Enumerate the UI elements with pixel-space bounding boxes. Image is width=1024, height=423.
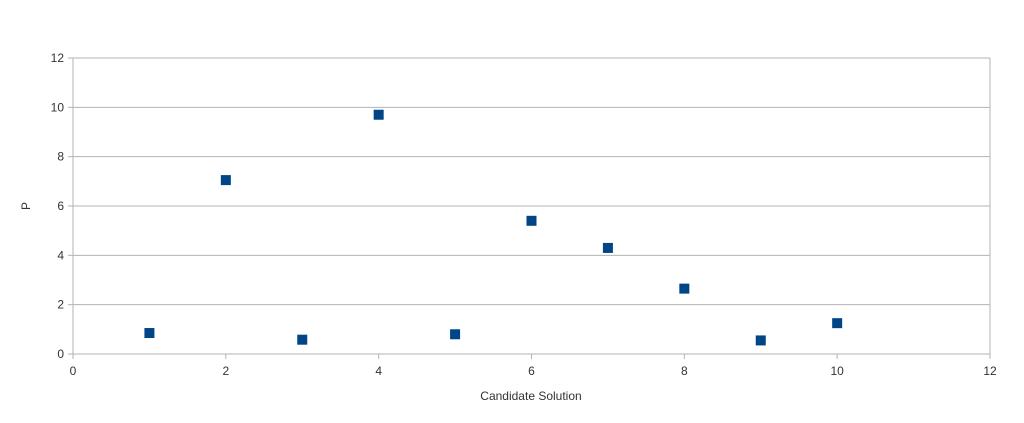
y-tick-label: 6 <box>57 199 64 213</box>
x-tick-label: 10 <box>830 364 844 378</box>
data-point <box>755 335 766 346</box>
y-tick-label: 8 <box>57 150 64 164</box>
data-point <box>602 242 613 253</box>
data-point <box>679 283 690 294</box>
x-tick-label: 4 <box>375 364 382 378</box>
data-point <box>832 318 843 329</box>
data-point <box>526 215 537 226</box>
data-point <box>373 109 384 120</box>
data-point <box>297 334 308 345</box>
plot-area: 0 2 4 6 8 10 12 0 2 4 6 8 10 12 <box>51 51 997 378</box>
data-point <box>144 328 155 339</box>
x-tick-label: 12 <box>983 364 997 378</box>
y-axis-title: P <box>19 202 33 210</box>
y-tick-label: 10 <box>51 100 65 114</box>
y-tick-label: 0 <box>57 347 64 361</box>
data-point <box>220 175 231 186</box>
x-tick-label: 8 <box>681 364 688 378</box>
data-point <box>450 329 461 340</box>
x-tick-label: 2 <box>222 364 229 378</box>
y-tick-label: 12 <box>51 51 65 65</box>
x-tick-label: 6 <box>528 364 535 378</box>
x-axis-title: Candidate Solution <box>480 389 581 403</box>
y-tick-label: 2 <box>57 298 64 312</box>
x-tick-label: 0 <box>70 364 77 378</box>
y-tick-label: 4 <box>57 248 64 262</box>
